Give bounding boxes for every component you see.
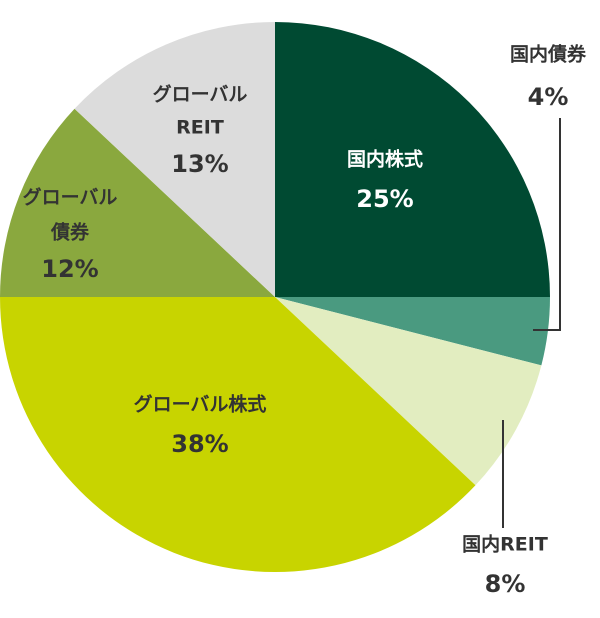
value-label: 13% xyxy=(171,150,228,178)
value-label: 12% xyxy=(41,255,98,283)
slice-label: REIT xyxy=(176,117,224,139)
pie-slice xyxy=(0,108,275,297)
slice-label: 債券 xyxy=(50,221,90,244)
pie-slice xyxy=(74,22,275,297)
pie-slice xyxy=(275,22,550,297)
pie-slice xyxy=(275,297,550,366)
value-label: 4% xyxy=(528,83,569,111)
pie-slice xyxy=(275,297,542,486)
slice-label: 国内債券 xyxy=(510,43,587,66)
value-label: 8% xyxy=(485,570,526,598)
slice-label: 国内株式 xyxy=(347,148,423,171)
slice-label: グローバル xyxy=(153,83,248,106)
slice-label: グローバル株式 xyxy=(134,393,267,416)
value-label: 25% xyxy=(356,185,413,213)
pie-slice xyxy=(0,297,476,573)
slice-label: 国内REIT xyxy=(462,533,548,556)
leader-line xyxy=(533,118,561,331)
value-label: 38% xyxy=(171,430,228,458)
slice-label: グローバル xyxy=(23,186,118,209)
